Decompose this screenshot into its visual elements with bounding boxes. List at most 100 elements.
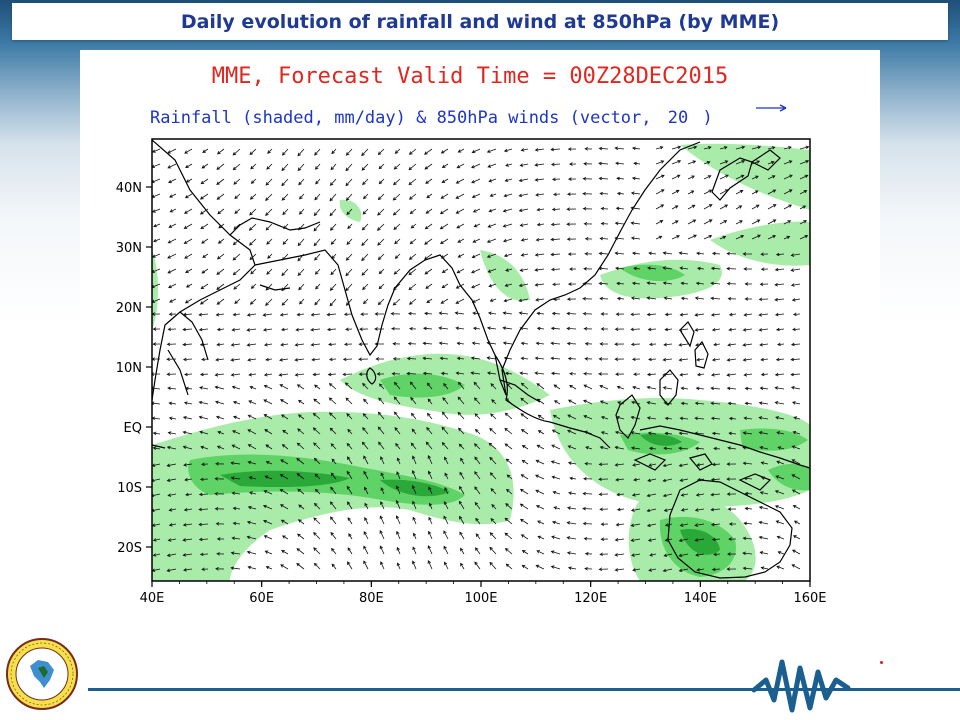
wind-vector xyxy=(412,455,417,465)
wind-vector xyxy=(598,567,609,572)
wind-vector xyxy=(345,298,353,306)
wind-vector xyxy=(167,538,177,542)
wind-vector xyxy=(710,416,721,421)
wind-vector xyxy=(378,383,385,390)
wind-vector xyxy=(363,398,369,405)
wind-vector xyxy=(167,268,177,274)
wind-vector xyxy=(185,492,193,497)
wind-vector xyxy=(758,505,769,510)
wind-vector xyxy=(199,342,209,347)
wind-vector xyxy=(536,383,545,390)
wind-vector xyxy=(247,505,257,510)
wind-vector xyxy=(280,342,289,347)
wind-vector xyxy=(412,532,417,540)
wind-vector xyxy=(630,296,641,301)
wind-vector xyxy=(503,148,513,153)
wind-vector xyxy=(331,148,337,155)
wind-vector xyxy=(263,414,273,420)
wind-vector xyxy=(664,416,673,421)
wind-vector xyxy=(616,191,625,196)
wind-vector xyxy=(687,190,695,195)
wind-vector xyxy=(680,401,689,406)
wind-vector xyxy=(614,430,625,435)
wind-vector xyxy=(408,148,417,155)
wind-vector xyxy=(427,398,433,405)
wind-vector xyxy=(426,412,433,420)
wind-vector xyxy=(719,204,729,210)
wind-vector xyxy=(424,253,433,260)
wind-vector xyxy=(182,342,193,347)
wind-vector xyxy=(216,148,225,155)
wind-vector xyxy=(409,208,417,215)
wind-vector xyxy=(719,235,727,240)
wind-vector xyxy=(267,148,273,154)
wind-vector xyxy=(247,460,257,465)
wind-vector xyxy=(648,251,657,256)
wind-vector xyxy=(726,386,737,391)
wind-vector xyxy=(441,178,449,184)
wind-vector xyxy=(678,538,689,543)
wind-vector xyxy=(297,268,305,277)
wind-vector xyxy=(760,267,769,271)
wind-vector xyxy=(393,178,401,186)
wind-vector xyxy=(760,476,769,480)
wind-vector xyxy=(487,311,497,316)
wind-vector xyxy=(280,459,289,465)
wind-vector xyxy=(633,477,641,482)
wind-vector xyxy=(265,193,273,202)
wind-vector xyxy=(790,372,801,377)
wind-vector xyxy=(393,396,401,405)
wind-vector xyxy=(214,400,225,405)
wind-vector xyxy=(791,489,801,495)
wind-vector xyxy=(567,461,577,465)
wind-vector xyxy=(393,223,401,230)
wind-vector xyxy=(152,508,161,513)
wind-vector xyxy=(775,475,785,480)
wind-vector xyxy=(438,311,449,316)
wind-vector xyxy=(249,148,257,156)
wind-vector xyxy=(345,268,353,277)
wind-vector xyxy=(678,431,689,436)
wind-vector xyxy=(662,493,673,498)
wind-vector xyxy=(489,456,497,465)
wind-vector xyxy=(472,326,481,331)
wind-vector xyxy=(441,163,449,168)
wind-vector xyxy=(330,443,337,450)
wind-vector xyxy=(774,401,785,405)
wind-vector xyxy=(503,356,513,361)
wind-vector xyxy=(536,311,545,316)
wind-vector xyxy=(330,472,337,480)
wind-vector xyxy=(655,204,665,210)
wind-vector xyxy=(519,163,529,167)
wind-vector xyxy=(363,298,369,305)
wind-vector xyxy=(328,383,337,390)
wind-vector xyxy=(710,266,721,271)
wind-vector xyxy=(742,536,753,541)
wind-vector xyxy=(199,386,209,390)
wind-vector xyxy=(152,178,161,184)
wind-vector xyxy=(216,283,225,291)
wind-vector xyxy=(646,372,657,377)
wind-vector xyxy=(455,326,465,331)
wind-vector xyxy=(614,342,625,346)
wind-vector xyxy=(551,207,561,212)
wind-vector xyxy=(216,298,225,305)
wind-vector xyxy=(474,456,481,465)
wind-vector xyxy=(166,357,177,362)
wind-vector xyxy=(490,488,497,495)
wind-vector xyxy=(460,457,465,465)
wind-vector xyxy=(182,445,193,450)
wind-vector xyxy=(262,313,273,317)
wind-vector xyxy=(198,312,209,317)
wind-vector xyxy=(751,175,759,180)
wind-vector xyxy=(474,561,481,570)
wind-vector xyxy=(550,237,561,242)
wind-vector xyxy=(793,416,801,420)
wind-vector xyxy=(441,411,449,420)
wind-vector xyxy=(358,342,369,346)
wind-vector xyxy=(743,416,753,421)
wind-vector xyxy=(582,311,593,316)
wind-vector xyxy=(380,487,385,495)
wind-vector xyxy=(329,501,337,510)
wind-vector xyxy=(719,174,729,180)
